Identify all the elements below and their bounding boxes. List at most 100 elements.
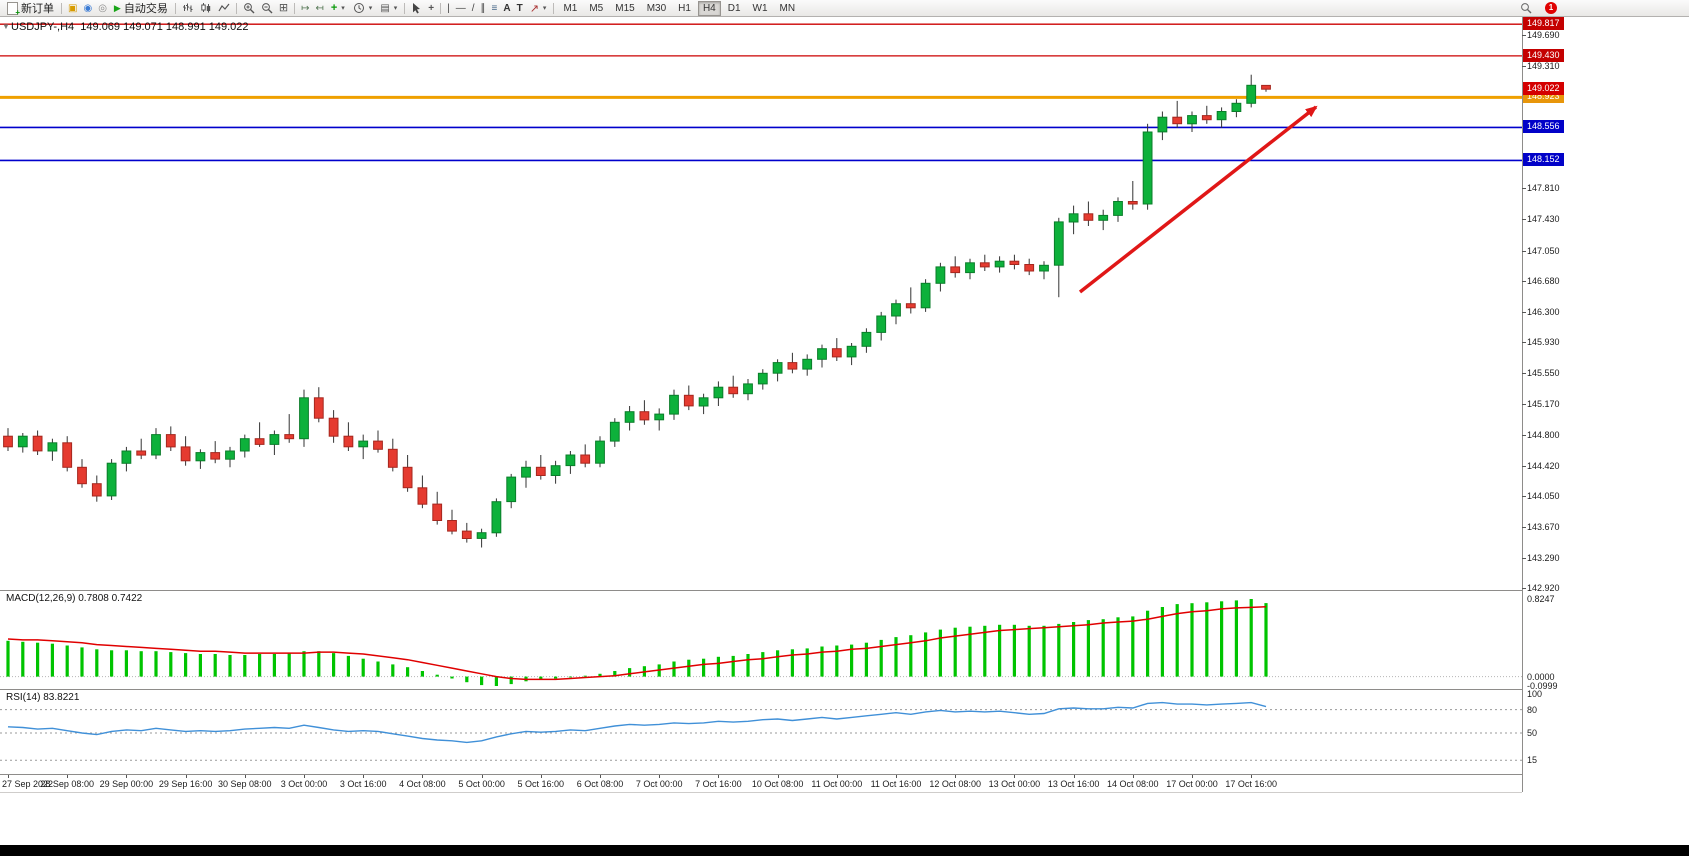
bar-chart-icon[interactable] xyxy=(179,2,197,14)
candle xyxy=(817,344,827,368)
arrows-tool-icon: ↗ xyxy=(529,2,539,15)
new-order-icon: + xyxy=(7,1,20,16)
candle xyxy=(47,438,58,461)
crosshair-icon[interactable]: + xyxy=(428,2,435,14)
one-click-trading-toggle-icon[interactable]: ▼ xyxy=(2,22,10,31)
price-axis-label: 147.050 xyxy=(1527,245,1560,256)
candle xyxy=(358,434,369,460)
timeframe-button-mn[interactable]: MN xyxy=(779,2,796,14)
timeframe-button-m15[interactable]: M15 xyxy=(615,2,635,14)
trend-arrow-annotation[interactable] xyxy=(1078,105,1318,294)
candle xyxy=(743,379,753,401)
time-axis-tick xyxy=(600,775,601,778)
candle xyxy=(91,475,102,502)
chart-shift-icon[interactable]: ↤ xyxy=(315,2,324,14)
candle xyxy=(239,434,250,458)
candle xyxy=(17,433,28,453)
candle xyxy=(580,444,591,468)
fibonacci-tool-icon[interactable]: ≡ xyxy=(491,2,498,14)
line-chart-icon[interactable] xyxy=(215,2,233,14)
templates-button[interactable]: ▤ ▾ xyxy=(376,1,401,16)
toolbar-separator xyxy=(174,2,176,14)
periods-button[interactable]: ▾ xyxy=(349,1,377,16)
panel-separator[interactable] xyxy=(0,590,1522,591)
price-axis-label: 146.300 xyxy=(1527,306,1560,317)
new-order-button[interactable]: + 新订单 xyxy=(3,1,58,16)
time-axis-tick xyxy=(481,775,483,778)
text-tool-icon[interactable]: A xyxy=(503,2,511,14)
candle xyxy=(1009,254,1020,270)
signals-icon[interactable]: ◉ xyxy=(83,2,93,14)
time-axis-label: 6 Oct 08:00 xyxy=(576,779,624,789)
tile-windows-icon[interactable]: ⊞ xyxy=(278,1,289,14)
candle xyxy=(1157,111,1168,141)
candle xyxy=(447,509,457,535)
candle xyxy=(77,459,87,488)
panel-separator[interactable] xyxy=(0,689,1522,690)
channel-tool-icon[interactable]: ∥ xyxy=(480,2,486,14)
time-axis-tick xyxy=(304,775,305,778)
timeframe-button-m5[interactable]: M5 xyxy=(589,2,604,14)
toolbar-separator xyxy=(404,2,406,14)
timeframe-button-h4[interactable]: H4 xyxy=(697,0,721,16)
timeframe-button-w1[interactable]: W1 xyxy=(752,2,768,14)
candle xyxy=(772,359,783,382)
candle xyxy=(225,446,235,468)
candle xyxy=(905,287,916,314)
candle xyxy=(1231,99,1242,118)
macd-panel[interactable] xyxy=(0,591,1522,689)
time-axis-label: 29 Sep 00:00 xyxy=(99,779,154,789)
candlestick-chart-icon[interactable] xyxy=(197,2,215,14)
candle xyxy=(106,459,117,500)
rsi-axis-label: 50 xyxy=(1527,728,1538,738)
notification-badge[interactable]: 1 xyxy=(1545,2,1557,14)
horizontal-line-tool-icon[interactable]: — xyxy=(455,2,466,14)
alert-icon[interactable]: ▣ xyxy=(68,2,78,14)
indicators-button[interactable]: + ▾ xyxy=(327,1,349,16)
cursor-icon[interactable] xyxy=(408,2,425,14)
candle xyxy=(994,256,1005,273)
time-axis-tick xyxy=(718,775,720,778)
price-badge-148152: 148.152 xyxy=(1523,153,1564,167)
vertical-line-tool-icon[interactable]: | xyxy=(447,2,450,14)
search-icon[interactable] xyxy=(1520,2,1532,14)
news-icon[interactable]: ◎ xyxy=(98,2,107,14)
candle xyxy=(713,381,724,406)
candle xyxy=(683,385,694,411)
time-axis-tick xyxy=(1251,775,1253,778)
candle xyxy=(417,475,428,509)
timeframe-button-m30[interactable]: M30 xyxy=(646,2,667,14)
macd-axis-label: 0.0000 xyxy=(1527,671,1555,682)
trendline-tool-icon[interactable]: / xyxy=(471,2,475,14)
timeframe-button-h1[interactable]: H1 xyxy=(678,2,691,14)
autotrade-button[interactable]: ▶ 自动交易 xyxy=(110,1,172,16)
price-axis-label: 144.050 xyxy=(1527,490,1560,501)
timeframe-button-m1[interactable]: M1 xyxy=(563,2,578,14)
candle xyxy=(3,428,13,451)
price-chart[interactable] xyxy=(0,17,1522,590)
time-axis-tick xyxy=(955,775,957,778)
price-axis-label: 144.420 xyxy=(1527,460,1560,471)
autoscroll-icon[interactable]: ↦ xyxy=(301,2,310,14)
time-axis[interactable]: 27 Sep 2022 28 Sep 08:00 29 Sep 00:00 29 Se… xyxy=(0,775,1522,792)
time-axis-label: 30 Sep 08:00 xyxy=(218,779,272,789)
zoom-in-icon[interactable] xyxy=(240,2,258,14)
price-axis-tick xyxy=(1522,465,1526,467)
price-axis-label: 145.550 xyxy=(1527,368,1560,379)
candle xyxy=(136,438,147,460)
arrows-tool-button[interactable]: ↗ ▾ xyxy=(526,1,551,16)
price-axis-tick xyxy=(1522,219,1526,221)
label-tool-icon[interactable]: T xyxy=(516,2,523,14)
time-axis-tick xyxy=(777,775,779,778)
candle xyxy=(1068,205,1079,235)
price-axis-tick xyxy=(1522,188,1526,190)
rsi-panel[interactable] xyxy=(0,690,1522,774)
time-axis-tick xyxy=(422,775,424,778)
candle xyxy=(698,393,709,415)
timeframe-button-d1[interactable]: D1 xyxy=(727,2,741,14)
time-axis-label: 10 Oct 08:00 xyxy=(751,779,804,789)
time-axis-tick xyxy=(659,775,661,778)
zoom-out-icon[interactable] xyxy=(258,2,276,14)
candle xyxy=(521,460,531,488)
time-axis-label: 5 Oct 16:00 xyxy=(517,779,565,789)
